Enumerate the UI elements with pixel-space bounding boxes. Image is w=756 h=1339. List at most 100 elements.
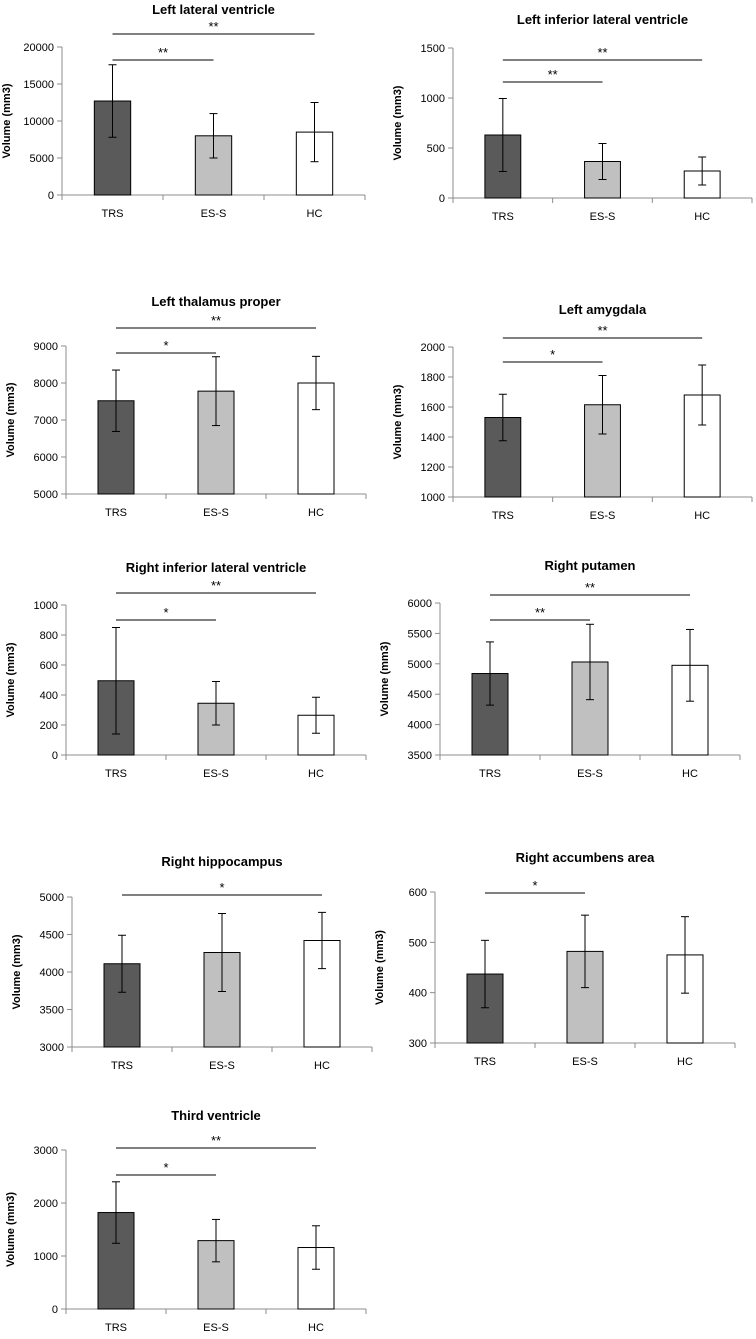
chart-title: Right inferior lateral ventricle (126, 560, 307, 575)
y-tick-label: 600 (409, 887, 427, 899)
y-tick-label: 800 (40, 630, 58, 642)
x-tick-label: ES-S (203, 507, 229, 519)
x-tick-label: TRS (105, 768, 127, 780)
y-tick-label: 5000 (34, 489, 58, 501)
significance-label: * (163, 338, 168, 353)
x-tick-label: TRS (111, 1060, 133, 1072)
x-tick-label: HC (307, 208, 323, 220)
x-tick-label: ES-S (203, 1322, 229, 1334)
chart-title: Right putamen (545, 558, 636, 573)
y-tick-label: 0 (48, 190, 54, 202)
y-tick-label: 6000 (408, 598, 432, 610)
chart-title: Left inferior lateral ventricle (517, 12, 688, 27)
significance-label: * (532, 878, 537, 893)
y-tick-label: 4000 (408, 720, 432, 732)
x-tick-label: HC (694, 510, 710, 522)
x-tick-label: HC (308, 1322, 324, 1334)
significance-label: ** (208, 19, 218, 34)
significance-label: ** (585, 580, 595, 595)
x-tick-label: HC (694, 211, 710, 223)
significance-label: * (163, 605, 168, 620)
chart-title: Left thalamus proper (151, 294, 280, 309)
chart-panel: Right accumbens area Volume (mm3) 300 400 50… (374, 850, 736, 1068)
y-tick-label: 1000 (421, 93, 445, 105)
y-axis-label: Volume (mm3) (1, 83, 13, 158)
significance-label: ** (158, 45, 168, 60)
y-tick-label: 15000 (23, 79, 54, 91)
y-tick-label: 5000 (30, 153, 54, 165)
x-tick-label: HC (314, 1060, 330, 1072)
y-tick-label: 2000 (421, 342, 445, 354)
y-tick-label: 300 (409, 1038, 427, 1050)
y-tick-label: 2000 (34, 1198, 58, 1210)
x-tick-label: ES-S (572, 1056, 598, 1068)
significance-label: * (219, 880, 224, 895)
x-tick-label: TRS (492, 211, 514, 223)
y-tick-label: 400 (40, 690, 58, 702)
y-axis-label: Volume (mm3) (392, 384, 404, 459)
y-tick-label: 1600 (421, 402, 445, 414)
y-tick-label: 3500 (40, 1005, 64, 1017)
chart-title: Right accumbens area (516, 850, 655, 865)
y-tick-label: 500 (427, 143, 445, 155)
chart-panel: Right putamen Volume (mm3) 3500 4000 4500 500… (379, 558, 741, 780)
y-tick-label: 4500 (40, 930, 64, 942)
y-tick-label: 1000 (421, 492, 445, 504)
y-tick-label: 0 (439, 193, 445, 205)
y-tick-label: 3000 (34, 1145, 58, 1157)
chart-panel: Left inferior lateral ventricle Volume (m… (392, 12, 753, 223)
chart-panel: Left amygdala Volume (mm3) 1000 1200 1400 160… (392, 302, 753, 522)
chart-panel: Right inferior lateral ventricle Volume (… (5, 560, 367, 780)
x-tick-label: HC (682, 768, 698, 780)
x-tick-label: ES-S (590, 211, 616, 223)
y-tick-label: 1200 (421, 462, 445, 474)
y-tick-label: 4500 (408, 689, 432, 701)
y-tick-label: 3000 (40, 1042, 64, 1054)
y-tick-label: 500 (409, 937, 427, 949)
chart-panel: Left lateral ventricle Volume (mm3) 0 5000 1… (1, 2, 366, 220)
x-tick-label: TRS (474, 1056, 496, 1068)
y-tick-label: 5000 (408, 659, 432, 671)
x-tick-label: TRS (105, 1322, 127, 1334)
y-tick-label: 20000 (23, 42, 54, 54)
y-tick-label: 0 (52, 750, 58, 762)
y-tick-label: 200 (40, 720, 58, 732)
chart-panel: Right hippocampus Volume (mm3) 3000 3500 400… (11, 854, 373, 1072)
x-tick-label: HC (677, 1056, 693, 1068)
y-axis-label: Volume (mm3) (11, 934, 23, 1009)
y-tick-label: 1000 (34, 1251, 58, 1263)
y-axis-label: Volume (mm3) (392, 85, 404, 160)
y-tick-label: 400 (409, 988, 427, 1000)
chart-panel: Third ventricle Volume (mm3) 0 1000 2000 3000… (5, 1108, 367, 1334)
y-tick-label: 1400 (421, 432, 445, 444)
x-tick-label: ES-S (203, 768, 229, 780)
significance-label: ** (211, 1133, 221, 1148)
significance-label: * (163, 1160, 168, 1175)
chart-title: Right hippocampus (161, 854, 282, 869)
chart-title: Third ventricle (171, 1108, 261, 1123)
x-tick-label: TRS (479, 768, 501, 780)
significance-label: ** (548, 67, 558, 82)
x-tick-label: ES-S (201, 208, 227, 220)
y-axis-label: Volume (mm3) (5, 642, 17, 717)
x-tick-label: HC (308, 768, 324, 780)
y-axis-label: Volume (mm3) (374, 930, 386, 1005)
x-tick-label: TRS (492, 510, 514, 522)
y-axis-label: Volume (mm3) (379, 641, 391, 716)
x-tick-label: TRS (105, 507, 127, 519)
y-tick-label: 3500 (408, 750, 432, 762)
significance-label: * (550, 347, 555, 362)
y-axis-label: Volume (mm3) (5, 1192, 17, 1267)
significance-label: ** (211, 578, 221, 593)
y-tick-label: 9000 (34, 341, 58, 353)
y-tick-label: 5500 (408, 628, 432, 640)
significance-label: ** (535, 605, 545, 620)
y-tick-label: 8000 (34, 378, 58, 390)
x-tick-label: HC (308, 507, 324, 519)
y-tick-label: 1800 (421, 372, 445, 384)
x-tick-label: ES-S (577, 768, 603, 780)
y-tick-label: 0 (52, 1304, 58, 1316)
x-tick-label: ES-S (209, 1060, 235, 1072)
